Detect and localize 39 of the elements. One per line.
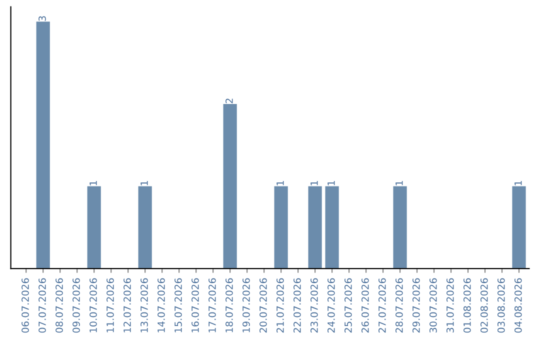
x-tick-label: 23.07.2026	[310, 278, 318, 333]
data-label: 1	[396, 180, 403, 186]
x-tick-label: 27.07.2026	[378, 278, 386, 333]
x-tick-label: 13.07.2026	[140, 278, 148, 332]
x-tick-label: 19.07.2026	[242, 278, 250, 332]
x-tick-label: 06.07.2026	[22, 278, 29, 333]
data-label: 1	[514, 180, 522, 186]
x-tick-label: 10.07.2026	[90, 278, 97, 332]
x-tick-label: 12.07.2026	[124, 278, 131, 332]
data-label: 3	[38, 16, 46, 21]
x-tick-label: 26.07.2026	[362, 278, 369, 333]
x-tick-label: 31.07.2026	[446, 278, 454, 333]
x-tick-label: 03.08.2026	[497, 278, 505, 333]
x-tick-label: 01.08.2026	[463, 278, 471, 333]
x-tick-label: 07.07.2026	[38, 278, 46, 333]
x-tick-label: 15.07.2026	[174, 278, 182, 332]
x-tick-label: 30.07.2026	[429, 278, 437, 333]
data-label: 1	[90, 180, 97, 186]
data-label: 1	[310, 180, 318, 186]
x-tick-label: 11.07.2026	[106, 278, 114, 332]
data-label: 1	[140, 180, 148, 186]
x-tick-label: 08.07.2026	[56, 278, 63, 333]
x-tick-label: 18.07.2026	[226, 278, 233, 332]
x-tick-label: 02.08.2026	[480, 278, 488, 333]
x-tick-label: 22.07.2026	[294, 278, 301, 333]
x-tick-label: 09.07.2026	[72, 278, 80, 333]
x-tick-label: 28.07.2026	[395, 278, 403, 333]
x-tick-label: 21.07.2026	[276, 278, 284, 333]
x-tick-label: 14.07.2026	[158, 278, 165, 332]
data-label: 2	[226, 98, 233, 104]
data-label: 1	[328, 180, 335, 186]
x-tick-label: 04.08.2026	[514, 278, 522, 333]
x-tick-label: 24.07.2026	[328, 278, 335, 333]
x-tick-label: 17.07.2026	[208, 278, 216, 332]
x-tick-label: 20.07.2026	[260, 278, 267, 333]
x-tick-label: 16.07.2026	[192, 278, 199, 332]
data-label: 1	[276, 180, 284, 186]
x-tick-label: 25.07.2026	[344, 278, 352, 333]
x-tick-label: 29.07.2026	[412, 278, 420, 333]
